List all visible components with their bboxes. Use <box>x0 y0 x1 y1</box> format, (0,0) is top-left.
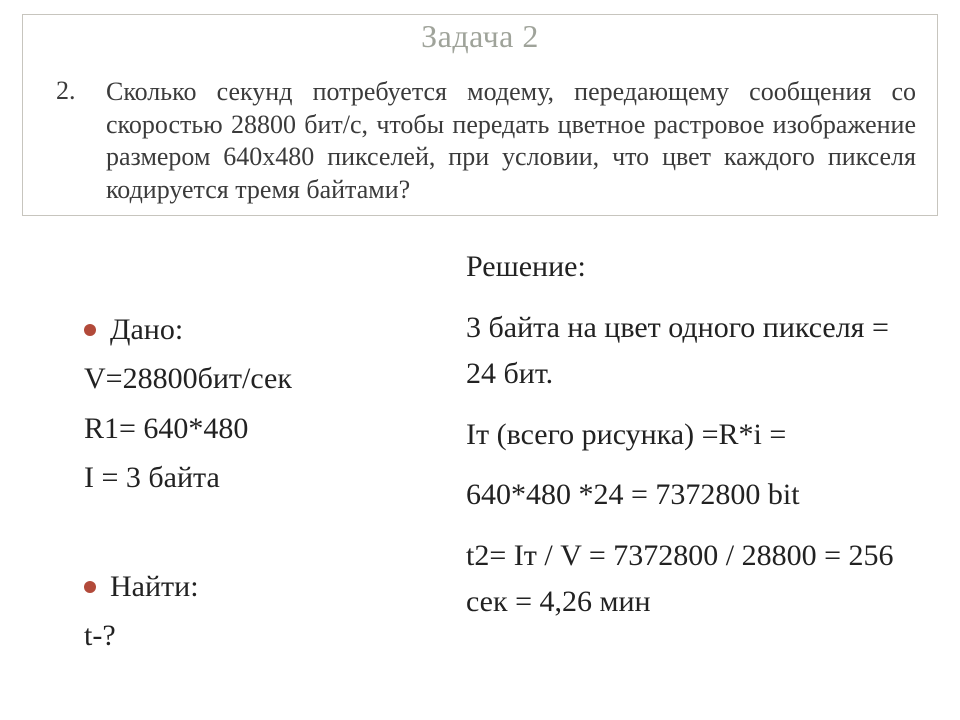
find-heading: Найти: <box>84 563 424 611</box>
solution-line: 640*480 *24 = 7372800 bit <box>466 472 906 519</box>
slide: Задача 2 2. Сколько секунд потребуется м… <box>0 0 960 720</box>
solution-column: Решение: 3 байта на цвет одного пикселя … <box>466 244 906 640</box>
solution-heading: Решение: <box>466 244 906 291</box>
slide-title: Задача 2 <box>0 18 960 55</box>
problem-number: 2. <box>56 76 76 106</box>
problem-text: Сколько секунд потребуется модему, перед… <box>106 76 916 206</box>
given-line: V=28800бит/сек <box>84 354 424 404</box>
solution-line: 3 байта на цвет одного пикселя = 24 бит. <box>466 305 906 398</box>
solution-line: t2= Iт / V = 7372800 / 28800 = 256 сек =… <box>466 533 906 626</box>
given-find-column: Дано: V=28800бит/сек R1= 640*480 I = 3 б… <box>84 272 424 660</box>
given-heading: Дано: <box>84 306 424 354</box>
given-line: R1= 640*480 <box>84 404 424 454</box>
given-line: I = 3 байта <box>84 453 424 503</box>
find-line: t-? <box>84 611 424 661</box>
solution-line: Iт (всего рисунка) =R*i = <box>466 412 906 459</box>
